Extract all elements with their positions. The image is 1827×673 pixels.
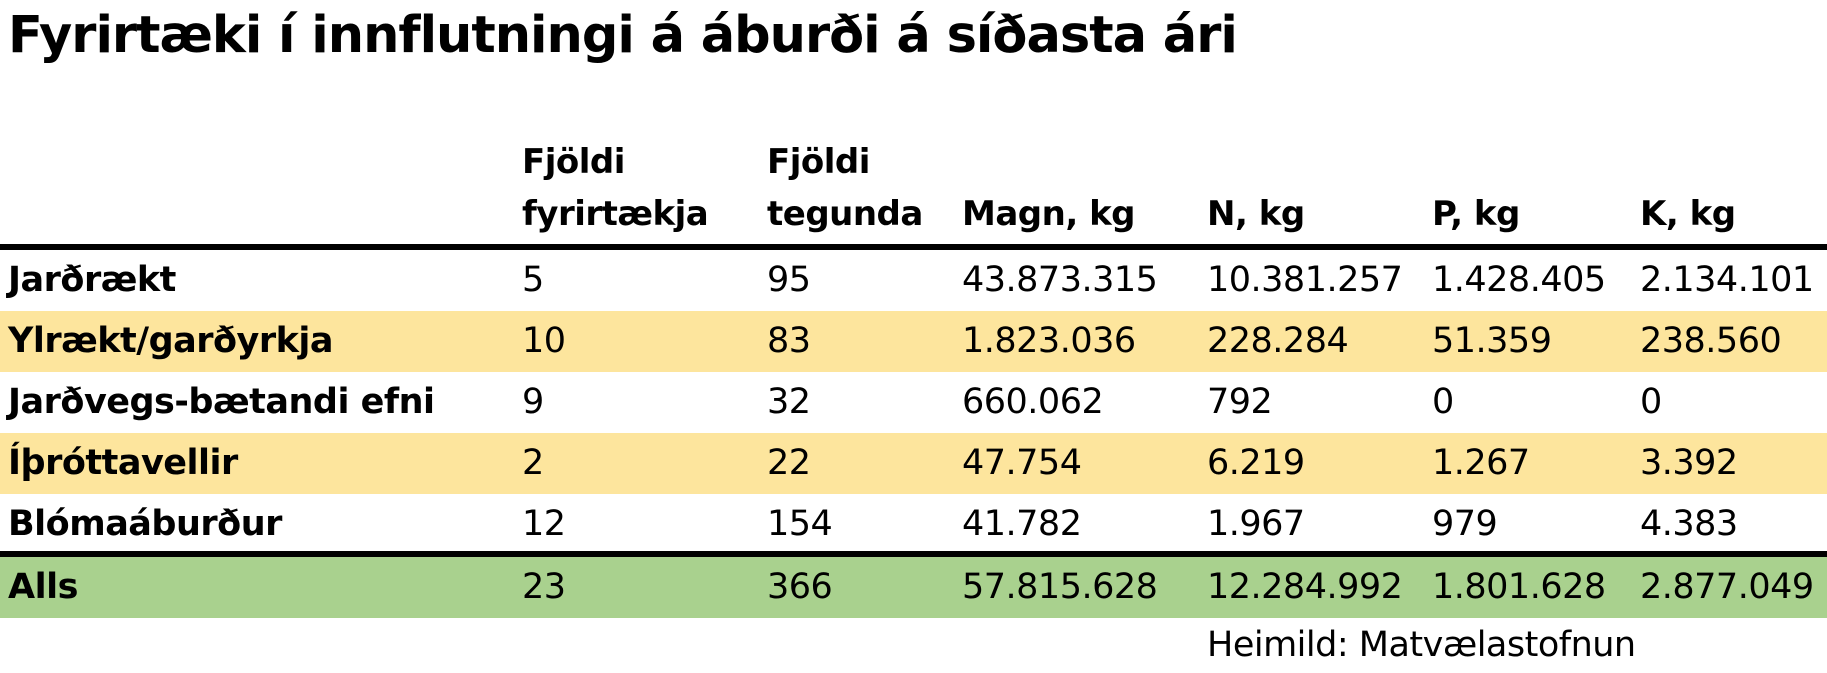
total-cell: 1.801.628 [1432,567,1606,607]
total-cell: 366 [767,567,833,607]
header-rule [0,244,1827,250]
total-rule [0,551,1827,557]
table-cell: 1.823.036 [962,321,1136,361]
column-header-p: P, kg [1432,194,1520,234]
table-cell: 979 [1432,504,1498,544]
column-header-k: K, kg [1640,194,1736,234]
table-cell: 95 [767,260,811,300]
table-cell: 1.428.405 [1432,260,1606,300]
table-cell: 4.383 [1640,504,1738,544]
row-label: Ylrækt/garðyrkja [8,321,334,361]
table-cell: 10.381.257 [1207,260,1403,300]
table-cell: 47.754 [962,443,1082,483]
table-cell: 22 [767,443,811,483]
table-row: Jarðrækt 5 95 43.873.315 10.381.257 1.42… [0,250,1827,311]
total-cell: 57.815.628 [962,567,1158,607]
table-cell: 154 [767,504,833,544]
row-label: Jarðvegs-bætandi efni [8,382,435,422]
table-row: Jarðvegs-bætandi efni 9 32 660.062 792 0… [0,372,1827,433]
table-cell: 238.560 [1640,321,1782,361]
table-cell: 2 [522,443,544,483]
table-cell: 6.219 [1207,443,1305,483]
table-cell: 5 [522,260,544,300]
table-cell: 3.392 [1640,443,1738,483]
row-label: Jarðrækt [8,260,176,300]
table-cell: 660.062 [962,382,1104,422]
table-cell: 43.873.315 [962,260,1158,300]
table-cell: 1.967 [1207,504,1305,544]
table-row: Íþróttavellir 2 22 47.754 6.219 1.267 3.… [0,433,1827,494]
total-cell: 2.877.049 [1640,567,1814,607]
total-cell: 12.284.992 [1207,567,1403,607]
table-cell: 792 [1207,382,1273,422]
total-row: Alls 23 366 57.815.628 12.284.992 1.801.… [0,557,1827,618]
table-cell: 12 [522,504,566,544]
table-title: Fyrirtæki í innflutningi á áburði á síða… [8,6,1238,65]
table-row: Ylrækt/garðyrkja 10 83 1.823.036 228.284… [0,311,1827,372]
table-cell: 41.782 [962,504,1082,544]
column-header-fjoldi-tegunda: Fjöldi tegunda [767,142,923,234]
total-cell: 23 [522,567,566,607]
table-cell: 32 [767,382,811,422]
source-note: Heimild: Matvælastofnun [1207,625,1636,665]
column-header-fjoldi-fyrirtaekja: Fjöldi fyrirtækja [522,142,709,234]
total-label: Alls [8,567,78,607]
column-header-magn: Magn, kg [962,194,1136,234]
table-cell: 10 [522,321,566,361]
table-cell: 83 [767,321,811,361]
table-cell: 9 [522,382,544,422]
table-cell: 228.284 [1207,321,1349,361]
table-cell: 2.134.101 [1640,260,1814,300]
table-cell: 51.359 [1432,321,1552,361]
table-row: Blómaáburður 12 154 41.782 1.967 979 4.3… [0,494,1827,555]
table-cell: 0 [1640,382,1662,422]
table-header: Fjöldi fyrirtækja Fjöldi tegunda Magn, k… [0,140,1827,244]
table-cell: 1.267 [1432,443,1530,483]
table-cell: 0 [1432,382,1454,422]
row-label: Blómaáburður [8,504,282,544]
row-label: Íþróttavellir [8,443,238,483]
column-header-n: N, kg [1207,194,1305,234]
